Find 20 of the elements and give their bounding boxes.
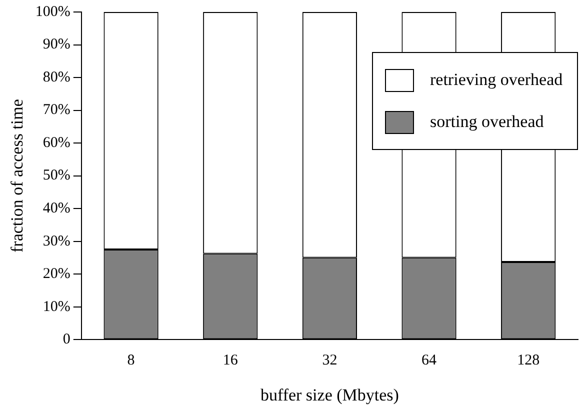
y-tick-label: 20% <box>42 266 70 282</box>
x-tick-label: 16 <box>222 352 238 369</box>
y-tick-label: 0 <box>62 332 70 348</box>
legend-label: sorting overhead <box>430 112 544 132</box>
y-tick-label: 60% <box>42 134 70 151</box>
y-tick-label: 40% <box>42 200 70 216</box>
x-tick-label: 128 <box>517 352 540 369</box>
y-axis-title: fraction of access time <box>8 99 27 253</box>
x-axis-title: buffer size (Mbytes) <box>260 385 399 404</box>
y-tick-label: 50% <box>42 168 70 184</box>
y-tick-label: 30% <box>42 233 70 250</box>
series-label: retrieving overhead <box>430 70 563 90</box>
y-tick-label: 80% <box>42 69 70 86</box>
y-tick-label: 100% <box>35 4 70 20</box>
y-tick-label: 10% <box>42 298 70 315</box>
x-tick-label: 64 <box>422 352 438 369</box>
y-tick-label: 90% <box>42 36 70 53</box>
y-tick-label: 70% <box>42 102 70 118</box>
x-tick-label: 8 <box>127 352 135 369</box>
x-tick-label: 32 <box>322 352 338 369</box>
